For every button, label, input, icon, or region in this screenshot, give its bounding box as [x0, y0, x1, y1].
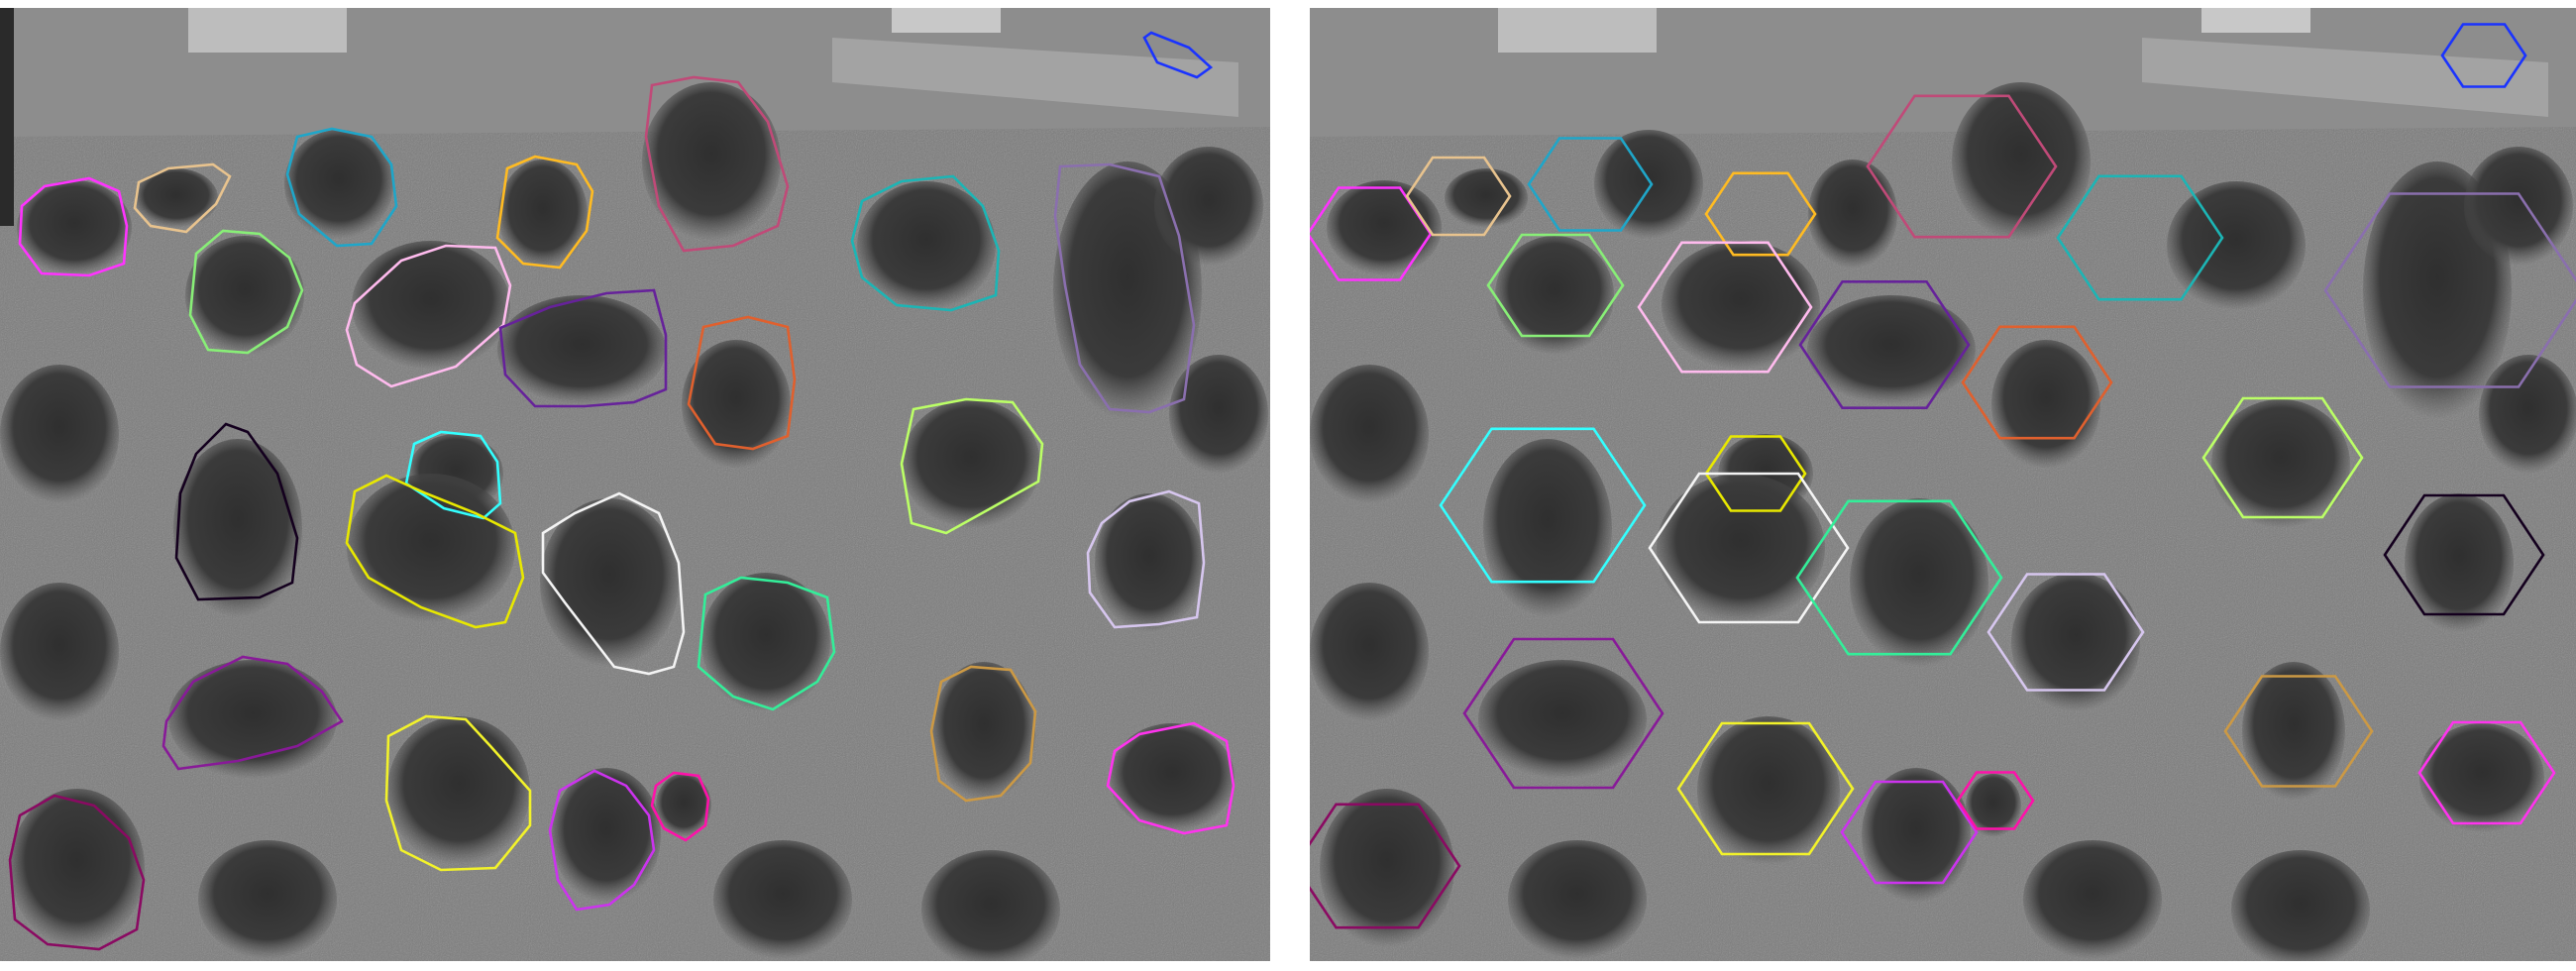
- building-roof: [892, 8, 1001, 33]
- tree-outline: [404, 430, 502, 520]
- building-roof: [188, 8, 347, 53]
- tree-hexagon: [1676, 721, 1855, 856]
- paved-path: [832, 38, 1238, 117]
- tree-hexagon: [1637, 241, 1813, 374]
- aerial-image-polygon-annotations: [0, 8, 1270, 961]
- tree-hexagon: [2440, 23, 2527, 88]
- tree-hexagon: [1956, 771, 2035, 830]
- tree-outline: [18, 176, 129, 277]
- tree-outline: [548, 769, 656, 912]
- tree-hexagon: [1486, 233, 1625, 338]
- tree-outline: [384, 714, 532, 872]
- aerial-image-hexagon-annotations: [1310, 8, 2576, 961]
- tree-outline: [133, 162, 232, 234]
- tree-hexagon: [1798, 279, 1971, 410]
- tree-outline: [697, 576, 836, 711]
- hexagon-outlines: [1310, 23, 2576, 929]
- tree-hexagon: [1462, 637, 1664, 790]
- tree-hexagon: [1310, 803, 1461, 929]
- tree-crowns: [0, 82, 1268, 961]
- tree-hexagon: [2383, 493, 2545, 616]
- tree-outline: [188, 229, 304, 355]
- tree-outline: [644, 75, 790, 253]
- tree-hexagon: [1840, 780, 1979, 885]
- tree-hexagon: [2223, 675, 2374, 788]
- tree-outline: [900, 397, 1044, 535]
- tree-hexagon: [2323, 192, 2576, 388]
- tree-outline: [850, 174, 1001, 312]
- tree-hexagon: [1648, 472, 1850, 624]
- tree-hexagon: [1405, 156, 1512, 237]
- tree-outline: [1106, 721, 1235, 835]
- paved-path: [2142, 38, 2548, 117]
- tree-hexagon: [1527, 137, 1654, 232]
- tree-hexagon: [1310, 186, 1433, 281]
- tree-hexagon: [1866, 94, 2058, 239]
- tree-outline: [285, 127, 398, 248]
- tree-outline: [650, 771, 710, 842]
- tree-hexagon: [1439, 427, 1647, 584]
- tree-outline: [495, 155, 594, 270]
- tree-outline: [345, 244, 512, 388]
- tree-crowns: [1310, 82, 2576, 961]
- building-roof: [1498, 8, 1657, 53]
- tree-outline: [541, 491, 686, 676]
- building-roof: [2201, 8, 2310, 33]
- tree-hexagon: [2201, 396, 2364, 519]
- tree-hexagon: [2056, 174, 2224, 301]
- aerial-photo-left: [0, 8, 1270, 961]
- tree-outline: [161, 655, 344, 771]
- image-edge-shadow: [0, 8, 14, 226]
- tree-hexagon: [1795, 499, 2003, 656]
- tree-outline: [174, 422, 299, 601]
- aerial-photo-right: [1310, 8, 2576, 961]
- tree-outline: [8, 794, 146, 951]
- tree-hexagon: [2417, 720, 2556, 825]
- tree-outline: [345, 474, 525, 629]
- polygon-outlines: [8, 31, 1235, 951]
- tree-hexagon: [1961, 325, 2113, 440]
- tree-outline: [1086, 489, 1206, 629]
- tree-hexagon: [1704, 171, 1817, 257]
- tree-hexagon: [1986, 573, 2145, 692]
- tree-outline: [1053, 162, 1196, 414]
- tree-outline: [1142, 31, 1214, 79]
- tree-outline: [929, 665, 1037, 803]
- tree-outline: [687, 315, 797, 451]
- tree-outline: [498, 288, 668, 408]
